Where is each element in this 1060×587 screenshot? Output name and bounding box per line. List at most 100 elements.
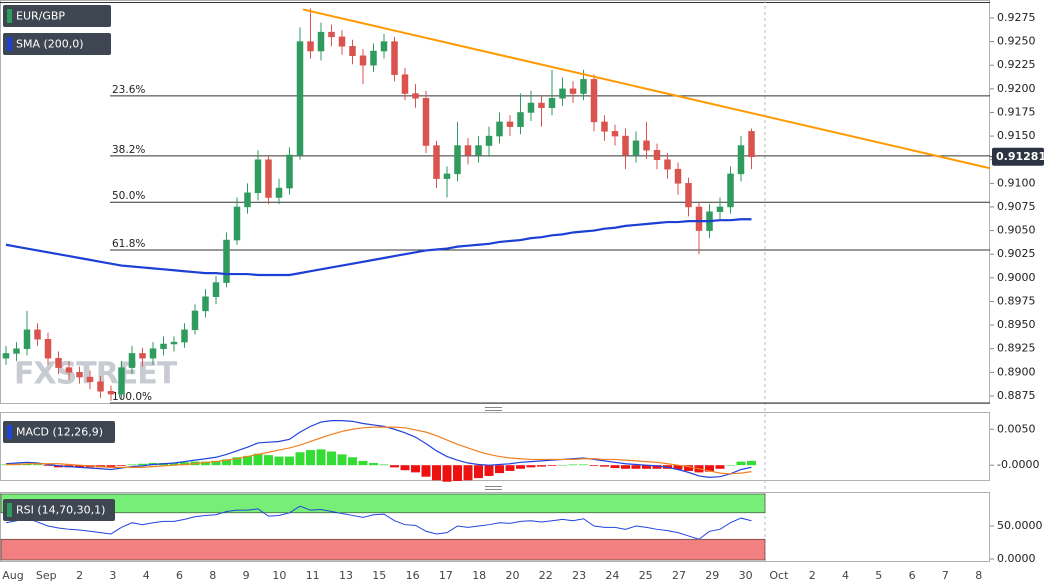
macd-histogram-bar [316,449,326,466]
candle-body [55,357,62,368]
macd-histogram-bar [295,452,305,466]
macd-histogram-bar [442,465,452,482]
candle-body [622,135,629,156]
candle-body [275,187,283,198]
x-tick-label: 24 [605,569,619,582]
macd-histogram-bar [306,450,315,466]
macd-histogram-bar [537,465,546,467]
macd-label: MACD (12,26,9) [16,426,103,439]
badge-icon [7,37,12,51]
sma-badge[interactable]: SMA (200,0) [3,33,111,55]
candle-body [139,353,146,359]
macd-histogram-bar [75,465,84,468]
candle-body [149,348,157,359]
x-tick-label: 4 [143,569,150,582]
candle-body [454,145,461,175]
badge-icon [7,503,12,517]
candle-body [296,41,304,156]
macd-histogram-bar [232,457,242,466]
candle-body [527,102,535,113]
candle-body [664,159,671,170]
badge-bg [3,499,115,521]
fib-label: 61.8% [112,238,145,250]
candle-body [538,102,545,108]
candle-body [559,88,566,99]
candle-body [380,41,388,52]
x-tick-label: 23 [572,569,586,582]
y-tick-label: 0.9225 [997,58,1036,71]
candle-body [76,372,83,378]
candle-body [475,145,482,156]
candle-body [506,121,514,127]
candle-body [160,343,167,349]
macd-histogram-bar [463,465,473,481]
macd-histogram-bar [106,465,116,468]
macd-histogram-bar [474,465,483,479]
candle-body [86,376,94,383]
x-tick-label: 13 [339,569,353,582]
macd-histogram-bar [127,464,137,466]
candle-body [317,31,325,52]
candle-body [412,93,419,99]
candle-body [643,140,650,151]
macd-histogram-bar [558,465,567,466]
candle-body [695,206,703,231]
x-tick-label: 2 [809,569,816,582]
y-tick-label: 0.9025 [997,247,1036,260]
candle-body [464,145,472,156]
candle-body [107,390,115,395]
symbol-label: EUR/GBP [16,10,65,23]
macd-histogram-bar [484,465,494,476]
candle-body [265,159,272,198]
macd-histogram-bar [736,461,746,466]
x-tick-label: 25 [639,569,653,582]
macd-histogram-bar [432,465,441,481]
x-tick-label: 27 [672,569,686,582]
macd-histogram-bar [610,465,620,469]
candle-body [653,150,661,160]
macd-histogram-bar [243,455,252,466]
badge-bg [3,421,115,443]
y-tick-label: 0.0050 [997,422,1036,435]
macd-badge[interactable]: MACD (12,26,9) [3,421,115,443]
rsi-panel [0,492,990,562]
x-tick-label: Aug [2,569,23,582]
x-tick-label: 7 [942,569,949,582]
x-tick-label: 22 [539,569,553,582]
sma-label: SMA (200,0) [16,38,84,51]
panel-handle[interactable] [485,407,502,411]
fib-label: 50.0% [112,190,145,202]
x-tick-label: 3 [109,569,116,582]
candle-body [748,131,755,158]
candle-body [485,135,493,146]
candle-body [433,145,440,179]
y-tick-label: 0.8925 [997,342,1036,355]
macd-histogram-bar [495,465,504,474]
x-tick-label: 8 [975,569,982,582]
candle-body [118,367,125,395]
candle-body [2,353,10,359]
candle-body [737,145,745,175]
panel-handle[interactable] [485,486,502,490]
rsi-badge[interactable]: RSI (14,70,30,1) [3,499,115,521]
candle-body [128,353,136,368]
candle-body [212,282,220,297]
macd-histogram-bar [348,457,357,466]
x-tick-label: 4 [842,569,849,582]
candle-body [170,341,178,345]
watermark: FXSTREET [14,357,178,392]
candle-body [181,329,188,343]
macd-histogram-bar [43,465,53,466]
badge-bg [3,33,111,55]
candle-body [632,140,640,156]
macd-histogram-bar [400,465,410,471]
symbol-badge[interactable]: EUR/GBP [3,5,111,27]
macd-histogram-bar [390,465,399,468]
macd-histogram-bar [201,461,210,466]
macd-histogram-bar [747,460,756,466]
macd-histogram-bar [579,464,588,466]
candle-body [370,50,377,66]
macd-histogram-bar [642,465,651,469]
candle-body [286,154,293,189]
